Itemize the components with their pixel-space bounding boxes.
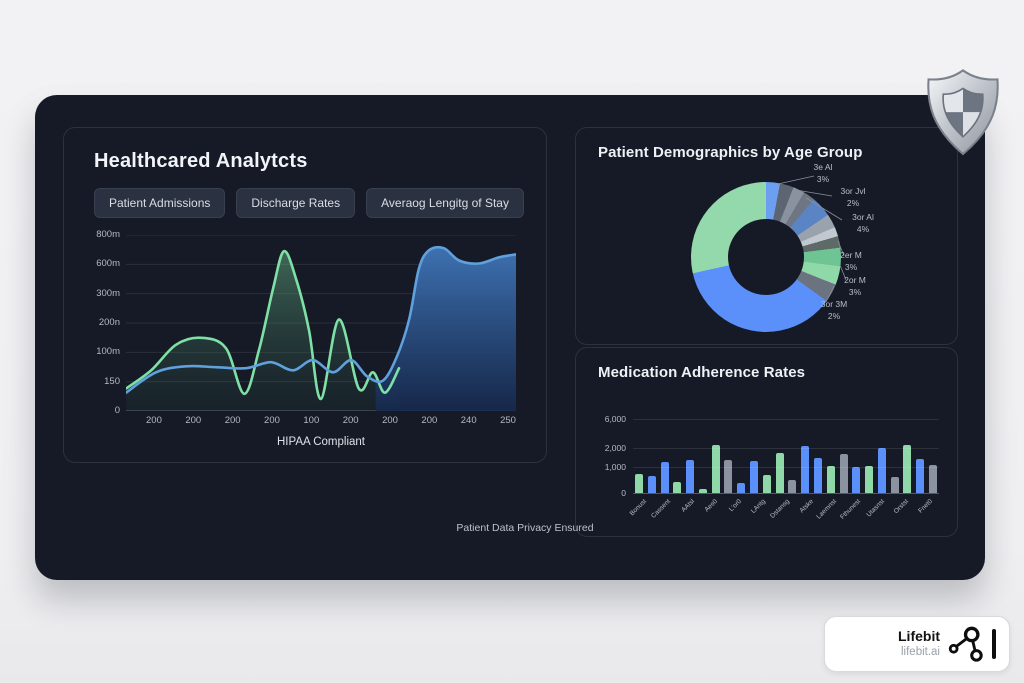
bar-chart-bars <box>635 419 937 493</box>
y-tick-label: 200n <box>98 316 120 328</box>
callout-label: 2or M <box>844 275 866 285</box>
bar <box>724 460 733 493</box>
x-tick-label: 100 <box>303 415 320 426</box>
bar <box>839 453 848 493</box>
bar-gridline <box>633 448 939 449</box>
bar-gridline <box>633 493 939 494</box>
donut-callout: 3or Jvl 2% <box>828 186 878 210</box>
bar-chart-plot <box>633 419 939 494</box>
analytics-title: Healthcared Analytcts <box>94 150 308 172</box>
bar <box>903 445 912 493</box>
dashboard-card: Healthcared Analytcts Patient Admissions… <box>35 95 985 580</box>
y-tick-label: 0 <box>114 404 120 416</box>
bar <box>852 467 861 493</box>
callout-label: 3or Al <box>852 212 874 222</box>
bar <box>877 447 886 493</box>
demographics-panel: Patient Demographics by Age Group 3e Al 3… <box>575 127 958 345</box>
lifebit-domain: lifebit.ai <box>901 645 940 658</box>
x-tick-label: 240 <box>460 415 477 426</box>
x-tick-label: 200 <box>382 415 398 426</box>
bar-gridline <box>633 467 939 469</box>
tab-averaog-lengitg-of-stay[interactable]: Averaog Lengitg of Stay <box>366 188 524 218</box>
callout-value: 2% <box>827 310 841 321</box>
donut-callout: 3or 3M 2% <box>809 299 859 323</box>
blue-line <box>126 245 516 394</box>
analytics-tabs: Patient Admissions Discharge Rates Averaog… <box>94 188 524 218</box>
donut-leader-lines <box>777 175 847 303</box>
medication-title: Medication Adherence Rates <box>598 364 806 381</box>
bar-y-tick-label: 2,000 <box>604 443 626 453</box>
line-chart-x-axis: 200 200 200 200 100 200 200 200 240 250 <box>126 415 516 426</box>
medication-panel: Medication Adherence Rates 6,000 2,000 1,0… <box>575 347 958 537</box>
x-tick-label: 200 <box>264 415 280 426</box>
callout-label: 2er M <box>840 250 862 260</box>
lifebit-name: Lifebit <box>898 628 940 645</box>
callout-value: 2% <box>846 197 860 208</box>
bar <box>762 474 771 493</box>
bar <box>698 488 707 493</box>
line-area-chart <box>126 235 516 411</box>
donut-callout: 3e Al 3% <box>798 162 848 186</box>
x-tick-label: 200 <box>185 415 202 426</box>
line-chart-x-axis-label: HIPAA Compliant <box>277 436 365 448</box>
callout-label: 3e Al <box>813 162 833 172</box>
bar <box>686 460 695 493</box>
lifebit-badge[interactable]: Lifebit lifebit.ai <box>824 616 1010 672</box>
bar <box>647 476 656 493</box>
tab-discharge-rates[interactable]: Discharge Rates <box>236 188 356 218</box>
x-tick-label: 200 <box>146 415 162 426</box>
bar <box>826 466 835 493</box>
y-tick-label: 800m <box>96 229 120 240</box>
donut-hole <box>728 219 804 295</box>
bar <box>801 445 810 493</box>
y-tick-label: 100m <box>96 346 120 358</box>
y-tick-label: 600m <box>96 258 120 270</box>
tab-patient-admissions[interactable]: Patient Admissions <box>94 188 226 218</box>
bar <box>865 466 874 493</box>
bar <box>711 444 720 493</box>
bar <box>916 459 925 493</box>
x-tick-label: 200 <box>224 415 241 426</box>
bar <box>737 483 746 493</box>
donut-callout: 2or M 3% <box>830 275 880 299</box>
bar <box>750 461 759 493</box>
bar-y-tick-label: 1,000 <box>604 462 626 473</box>
callout-value: 4% <box>856 223 870 234</box>
shield-icon <box>927 69 999 156</box>
bar <box>673 481 682 493</box>
blue-area <box>375 247 516 411</box>
x-tick-label: 250 <box>500 415 516 426</box>
donut-callout: 2er M 3% <box>826 250 876 274</box>
x-tick-label: 200 <box>342 415 359 426</box>
bar-y-tick-label: 0 <box>621 488 626 498</box>
lifebit-text: Lifebit lifebit.ai <box>898 628 940 659</box>
bar-y-tick-label: 6,000 <box>604 414 626 424</box>
donut-callout: 3or Al 4% <box>838 212 888 236</box>
bar <box>813 457 822 493</box>
demographics-title: Patient Demographics by Age Group <box>598 144 863 161</box>
y-tick-label: 150 <box>104 375 120 387</box>
bar <box>635 473 643 493</box>
analytics-panel: Healthcared Analytcts Patient Admissions… <box>63 127 547 463</box>
bar <box>775 452 784 493</box>
callout-value: 3% <box>844 261 858 272</box>
bar-gridline <box>633 419 939 420</box>
bar <box>890 477 899 493</box>
bar <box>928 465 937 493</box>
bar <box>660 462 669 493</box>
callout-label: 3or 3M <box>820 299 848 309</box>
x-tick-label: 200 <box>421 415 438 426</box>
donut-chart <box>691 182 841 332</box>
bar <box>788 480 797 493</box>
molecule-network-icon <box>948 626 983 662</box>
y-tick-label: 300m <box>96 287 120 299</box>
privacy-note: Patient Data Privacy Ensured <box>456 522 594 534</box>
callout-value: 3% <box>816 173 830 184</box>
callout-label: 3or Jvl <box>840 186 866 196</box>
callout-value: 3% <box>848 286 862 297</box>
logo-bar-icon <box>992 629 996 659</box>
green-line <box>126 249 401 401</box>
